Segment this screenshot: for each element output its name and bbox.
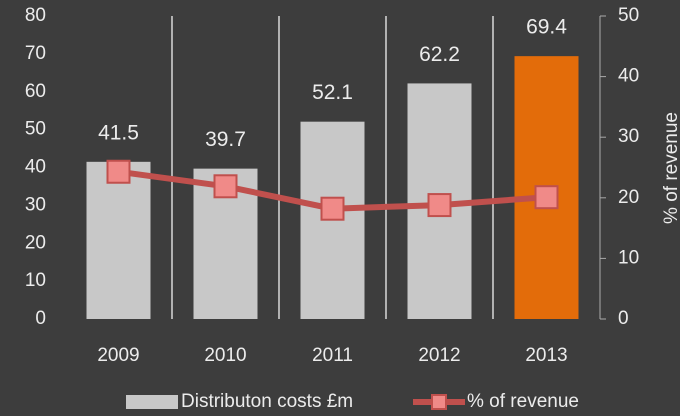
value-label: 62.2 (419, 43, 460, 66)
x-tick-label: 2011 (312, 345, 353, 366)
line-marker (534, 185, 559, 210)
y2-tick-label: 10 (618, 247, 639, 268)
x-tick-label: 2010 (204, 345, 246, 366)
y2-tick-label: 30 (618, 126, 639, 147)
x-tick-label: 2012 (418, 345, 460, 366)
value-label: 69.4 (526, 16, 567, 39)
y-tick-label: 10 (25, 270, 46, 291)
value-label: 52.1 (312, 81, 353, 104)
line-marker (427, 193, 452, 218)
y-tick-label: 80 (25, 5, 46, 26)
y2-tick-label: 50 (618, 5, 639, 26)
y-tick-label: 40 (25, 157, 46, 178)
y-tick-label: 20 (25, 232, 46, 253)
y-tick-label: 0 (35, 308, 46, 329)
y2-tick-label: 40 (618, 66, 639, 87)
legend-label: % of revenue (467, 391, 579, 412)
x-tick-label: 2009 (97, 345, 139, 366)
legend-swatch (126, 395, 178, 409)
y-tick-label: 30 (25, 194, 46, 215)
legend-label: Distributon costs £m (181, 391, 353, 412)
y2-axis-label: % of revenue (661, 112, 680, 224)
x-tick-label: 2013 (525, 345, 567, 366)
value-label: 39.7 (205, 128, 246, 151)
line-marker (320, 196, 345, 221)
line-marker (213, 174, 238, 199)
value-label: 41.5 (98, 121, 139, 144)
y2-tick-label: 0 (618, 308, 629, 329)
bar (86, 161, 151, 319)
y-tick-label: 50 (25, 119, 46, 140)
y2-tick-label: 20 (618, 187, 639, 208)
y-tick-label: 60 (25, 81, 46, 102)
legend-swatch (431, 394, 447, 410)
line-marker (106, 159, 131, 184)
y-tick-label: 70 (25, 43, 46, 64)
